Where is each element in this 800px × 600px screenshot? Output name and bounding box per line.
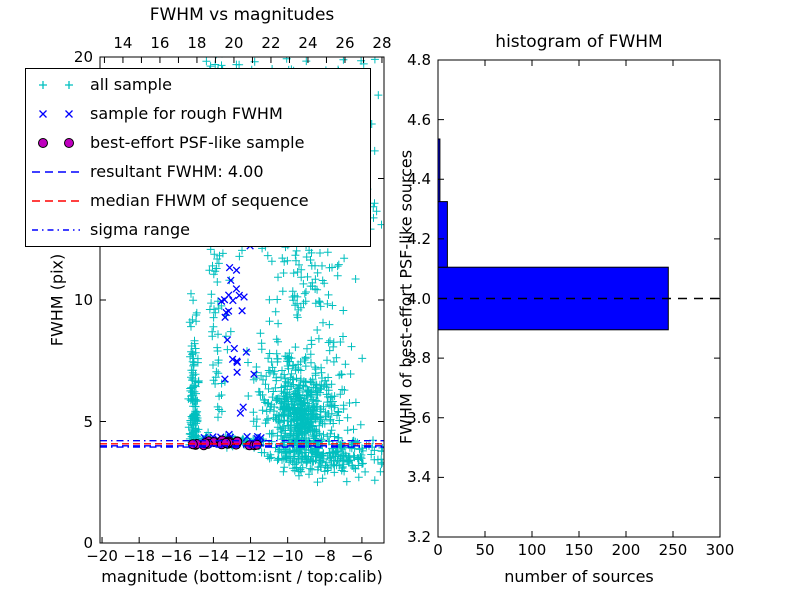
- legend-label: best-effort PSF-like sample: [90, 133, 305, 153]
- tick-label: 150: [564, 541, 594, 559]
- legend-label: all sample: [90, 75, 172, 95]
- legend-item-rough-sample: sample for rough FWHM: [29, 100, 370, 128]
- tick-label: 4.4: [407, 170, 431, 189]
- tick-label: −12: [234, 547, 267, 565]
- tick-label: −8: [313, 547, 336, 565]
- legend-label: median FHWM of sequence: [90, 190, 309, 210]
- tick-label: 14: [113, 34, 133, 52]
- right-plot-xlabel: number of sources: [504, 567, 654, 586]
- legend-dashdot-line-icon: [32, 228, 80, 231]
- tick-label: 16: [150, 34, 170, 52]
- legend-item-psf-sample: best-effort PSF-like sample: [29, 129, 370, 157]
- tick-label: 4.8: [407, 51, 431, 69]
- legend-label: resultant FWHM: 4.00: [90, 161, 264, 181]
- tick-label: −20: [86, 547, 118, 565]
- tick-label: 24: [298, 34, 318, 52]
- tick-label: 18: [187, 34, 207, 52]
- tick-label: 3.4: [407, 468, 431, 487]
- tick-label: 4.6: [407, 110, 431, 129]
- legend-marker-plus-icon: [39, 81, 73, 90]
- legend: all sample sample for rough FWHM best-ef…: [25, 68, 371, 247]
- histogram-bar: [438, 201, 448, 268]
- tick-label: 4.0: [407, 289, 431, 308]
- legend-item-median-fwhm: median FHWM of sequence: [29, 187, 370, 215]
- tick-label: 22: [261, 34, 281, 52]
- legend-item-sigma-range: sigma range: [29, 216, 370, 244]
- tick-label: 250: [658, 541, 688, 559]
- legend-marker-circle-icon: [38, 138, 74, 149]
- tick-label: −16: [160, 547, 193, 565]
- tick-label: −6: [350, 547, 373, 565]
- tick-label: 0: [83, 534, 93, 552]
- series-sample-for-rough-fwhm: [200, 242, 265, 448]
- tick-label: −14: [197, 547, 230, 565]
- tick-label: 5: [83, 412, 93, 431]
- left-plot-title: FWHM vs magnitudes: [149, 5, 335, 25]
- tick-label: −10: [271, 547, 304, 565]
- tick-label: 3.2: [407, 528, 431, 546]
- tick-label: 0: [433, 541, 443, 559]
- legend-marker-x-icon: [39, 110, 73, 119]
- legend-item-resultant-fwhm: resultant FWHM: 4.00: [29, 158, 370, 186]
- tick-label: −18: [123, 547, 155, 565]
- tick-label: 4.2: [407, 229, 431, 248]
- tick-label: 20: [224, 34, 244, 52]
- tick-label: 3.8: [407, 349, 431, 368]
- left-plot-xlabel: magnitude (bottom:isnt / top:calib): [101, 567, 383, 586]
- tick-label: 28: [372, 34, 392, 52]
- tick-label: 3.6: [407, 408, 431, 427]
- legend-label: sigma range: [90, 219, 190, 239]
- legend-label: sample for rough FWHM: [90, 104, 283, 124]
- legend-item-all-sample: all sample: [29, 71, 370, 99]
- tick-label: 200: [611, 541, 641, 559]
- histogram-bar: [438, 138, 441, 203]
- tick-label: 26: [335, 34, 355, 52]
- legend-dashed-blue-line-icon: [32, 171, 80, 173]
- tick-label: 10: [73, 291, 93, 309]
- histogram-plot-area: [438, 138, 720, 331]
- legend-dashed-red-line-icon: [32, 199, 80, 202]
- tick-label: 20: [73, 48, 93, 66]
- tick-label: 100: [517, 541, 547, 559]
- tick-label: 300: [705, 541, 735, 559]
- tick-label: 50: [475, 541, 495, 559]
- right-plot-title: histogram of FWHM: [495, 32, 663, 52]
